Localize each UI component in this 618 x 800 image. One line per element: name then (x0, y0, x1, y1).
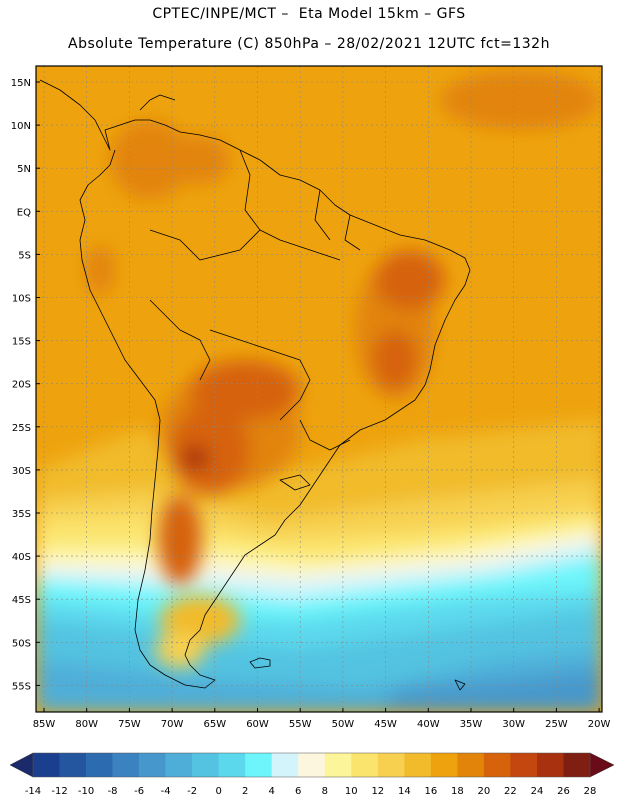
colorbar-tick-label: 6 (295, 786, 301, 797)
lon-tick-label: 85W (33, 719, 56, 730)
colorbar-tick-label: 20 (478, 786, 491, 797)
colorbar-swatch (324, 753, 352, 777)
lon-tick-label: 65W (203, 719, 226, 730)
lon-tick-label: 70W (161, 719, 184, 730)
colorbar-tick-label: -10 (78, 786, 94, 797)
lat-tick-label: 25S (12, 423, 31, 434)
colorbar-swatch (245, 753, 273, 777)
lon-tick-label: 50W (332, 719, 355, 730)
latitude-axis: 15N 10N 5N EQ 5S 10S 15S 20S 25S 30S 35S 40S 45S 50S 5… (11, 78, 40, 692)
colorbar-tick-label: -4 (161, 786, 171, 797)
lat-tick-label: 35S (12, 509, 31, 520)
temperature-colorbar: -14 -12 -10 -8 -6 -4 -2 0 2 4 6 8 10 12 14 16 18 20 22 24 26… (9, 752, 615, 797)
colorbar-tick-label: 24 (531, 786, 544, 797)
lon-tick-label: 45W (374, 719, 397, 730)
colorbar-swatch (192, 753, 219, 777)
colorbar-tick-label: 22 (504, 786, 517, 797)
map-subtitle: Absolute Temperature (C) 850hPa – 28/02/… (68, 36, 550, 52)
lat-tick-label: 15S (12, 337, 31, 348)
colorbar-swatch (404, 753, 432, 777)
colorbar-swatch (457, 753, 485, 777)
colorbar-swatch (430, 753, 458, 777)
colorbar-swatch (165, 753, 193, 777)
lon-tick-label: 55W (289, 719, 312, 730)
lat-tick-label: 55S (12, 681, 31, 692)
colorbar-tick-label: 10 (345, 786, 358, 797)
map-title: CPTEC/INPE/MCT – Eta Model 15km – GFS (152, 6, 466, 22)
colorbar-swatch (271, 753, 299, 777)
colorbar-tick-label: -2 (187, 786, 197, 797)
colorbar-low-arrow (9, 752, 34, 778)
colorbar-swatch (536, 753, 564, 777)
lon-tick-label: 80W (75, 719, 98, 730)
colorbar-swatch (351, 753, 379, 777)
colorbar-tick-label: 12 (371, 786, 384, 797)
colorbar-outline (32, 752, 591, 778)
colorbar-swatch (298, 753, 326, 777)
lat-tick-label: 10N (11, 121, 31, 132)
longitude-axis: 85W 80W 75W 70W 65W 60W 55W 50W 45W 40W 35W 30W 25W 2… (33, 708, 611, 730)
temperature-field (36, 66, 602, 712)
colorbar-swatch (59, 753, 87, 777)
colorbar-high-arrow (589, 752, 615, 778)
lat-tick-label: 45S (12, 595, 31, 606)
colorbar-swatch (33, 753, 60, 777)
colorbar-tick-label: -14 (25, 786, 41, 797)
lat-tick-label: 15N (11, 78, 31, 89)
lon-tick-label: 60W (246, 719, 269, 730)
colorbar-swatch (563, 753, 591, 777)
colorbar-tick-label: 16 (424, 786, 437, 797)
colorbar-tick-label: -12 (51, 786, 67, 797)
colorbar-tick-label: 8 (322, 786, 328, 797)
lat-tick-label: EQ (17, 207, 31, 218)
lon-tick-label: 75W (118, 719, 141, 730)
lat-tick-label: 40S (12, 552, 31, 563)
colorbar-tick-label: 2 (242, 786, 248, 797)
colorbar-swatch (139, 753, 166, 777)
colorbar-swatch (377, 753, 405, 777)
colorbar-tick-label: 28 (584, 786, 597, 797)
lat-tick-label: 5N (17, 164, 31, 175)
colorbar-swatch (510, 753, 538, 777)
lon-tick-label: 30W (502, 719, 525, 730)
lat-tick-label: 10S (12, 294, 31, 305)
coastlines (39, 79, 471, 691)
colorbar-swatch (483, 753, 511, 777)
colorbar-swatch (218, 753, 246, 777)
map-frame (35, 65, 603, 713)
colorbar-tick-label: 26 (557, 786, 570, 797)
colorbar-swatch (86, 753, 113, 777)
lon-tick-label: 25W (545, 719, 568, 730)
lat-tick-label: 50S (12, 638, 31, 649)
colorbar-swatch (112, 753, 140, 777)
colorbar-tick-label: 18 (451, 786, 464, 797)
lat-lon-grid (36, 66, 602, 712)
lon-tick-label: 35W (460, 719, 483, 730)
lon-tick-label: 20W (588, 719, 611, 730)
colorbar-tick-label: 14 (398, 786, 411, 797)
lon-tick-label: 40W (417, 719, 440, 730)
lat-tick-label: 5S (18, 250, 31, 261)
colorbar-tick-label: 4 (269, 786, 275, 797)
lat-tick-label: 20S (12, 380, 31, 391)
colorbar-tick-label: -6 (134, 786, 144, 797)
colorbar-tick-label: -8 (108, 786, 118, 797)
lat-tick-label: 30S (12, 466, 31, 477)
colorbar-tick-label: 0 (215, 786, 221, 797)
